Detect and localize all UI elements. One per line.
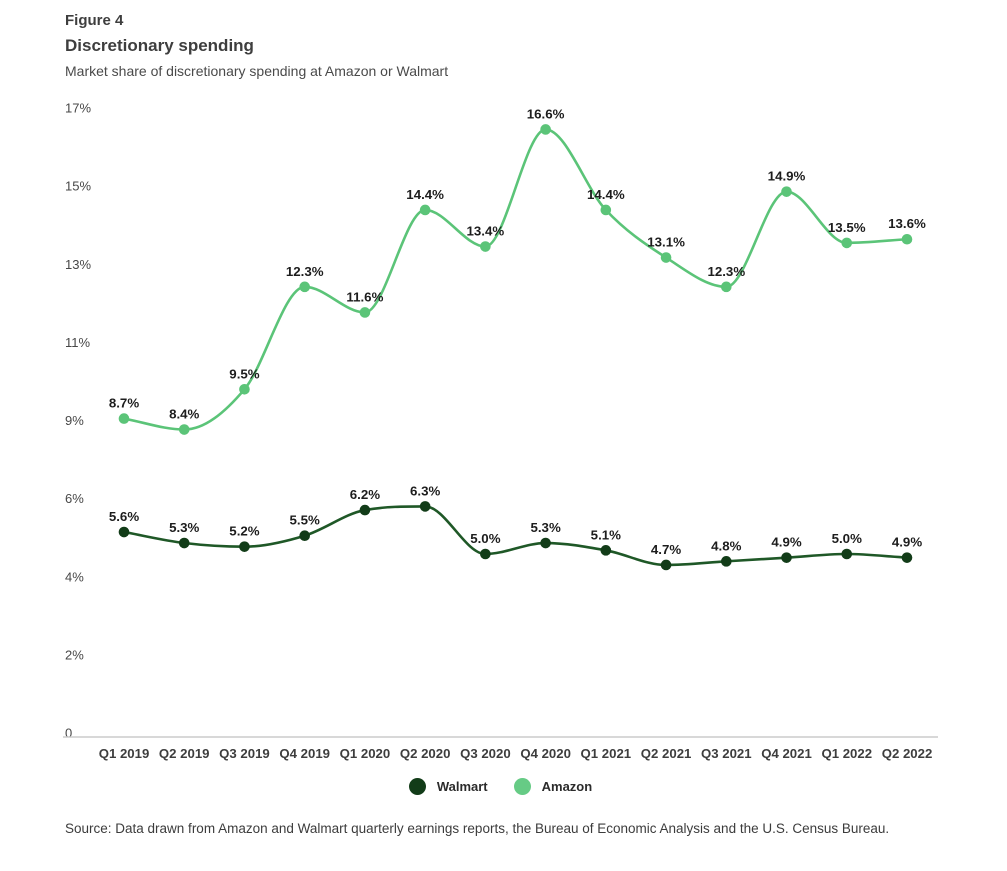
- amazon-value-label: 8.4%: [169, 407, 199, 422]
- x-tick-label: Q2 2020: [400, 746, 451, 761]
- amazon-value-label: 12.3%: [286, 264, 324, 279]
- source-text: Source: Data drawn from Amazon and Walma…: [65, 821, 890, 836]
- chart-subtitle: Market share of discretionary spending a…: [65, 63, 449, 80]
- walmart-point: [480, 548, 491, 560]
- y-tick-label: 17%: [65, 101, 91, 116]
- walmart-point: [901, 552, 913, 563]
- walmart-point: [118, 526, 130, 538]
- amazon-value-label: 11.6%: [346, 289, 383, 304]
- amazon-value-label: 16.6%: [527, 106, 565, 121]
- y-tick-label: 2%: [65, 647, 84, 662]
- amazon-value-label: 8.7%: [109, 396, 139, 411]
- amazon-point: [299, 281, 310, 293]
- y-tick-label: 0: [65, 726, 72, 741]
- x-tick-label: Q1 2020: [340, 746, 391, 761]
- y-tick-label: 15%: [65, 179, 91, 194]
- walmart-value-label: 5.0%: [470, 531, 500, 546]
- x-tick-label: Q2 2021: [641, 746, 692, 761]
- amazon-value-label: 9.5%: [229, 366, 259, 381]
- amazon-point: [118, 413, 130, 424]
- chart-title: Discretionary spending: [65, 36, 254, 55]
- amazon-point: [419, 204, 431, 216]
- amazon-point: [600, 204, 612, 216]
- figure-label: Figure 4: [65, 12, 124, 29]
- y-tick-label: 4%: [65, 569, 84, 584]
- walmart-value-label: 4.8%: [711, 538, 741, 553]
- walmart-point: [359, 504, 371, 516]
- amazon-line: [122, 128, 909, 431]
- amazon-point: [178, 424, 190, 435]
- amazon-value-label: 14.4%: [406, 187, 444, 202]
- amazon-point: [540, 124, 551, 135]
- walmart-point: [419, 501, 431, 512]
- walmart-point: [239, 541, 250, 552]
- legend: Walmart Amazon: [63, 771, 938, 801]
- legend-item-amazon: Amazon: [513, 777, 593, 795]
- x-tick-label: Q3 2019: [219, 746, 270, 761]
- walmart-value-label: 6.2%: [350, 487, 380, 502]
- amazon-value-label: 14.4%: [587, 187, 625, 202]
- amazon-point: [841, 237, 853, 249]
- x-tick-label: Q3 2020: [460, 746, 511, 761]
- x-tick-label: Q3 2021: [701, 746, 752, 761]
- amazon-point: [359, 307, 371, 318]
- x-tick-label: Q2 2022: [882, 746, 933, 761]
- amazon-value-label: 12.3%: [707, 264, 745, 279]
- walmart-point: [721, 556, 732, 567]
- chart-header: Figure 4 Discretionary spending Market s…: [65, 12, 448, 80]
- walmart-point: [178, 537, 190, 549]
- x-tick-label: Q1 2022: [821, 746, 872, 761]
- y-tick-label: 11%: [65, 335, 90, 350]
- legend-label: Walmart: [436, 778, 488, 794]
- x-tick-label: Q1 2021: [581, 746, 632, 761]
- y-tick-label: 9%: [65, 413, 84, 428]
- walmart-value-label: 5.5%: [290, 513, 320, 528]
- walmart-value-label: 5.6%: [109, 509, 139, 524]
- walmart-line: [122, 505, 909, 567]
- walmart-point: [660, 559, 672, 571]
- amazon-value-label: 13.6%: [888, 216, 926, 231]
- legend-label: Amazon: [541, 778, 593, 794]
- walmart-value-label: 5.3%: [169, 520, 199, 535]
- x-tick-label: Q1 2019: [99, 746, 150, 761]
- walmart-value-label: 4.9%: [892, 535, 922, 550]
- amazon-point: [901, 233, 913, 245]
- amazon-point: [239, 384, 250, 395]
- x-tick-label: Q2 2019: [159, 746, 210, 761]
- amazon-point: [660, 252, 672, 263]
- x-tick-label: Q4 2019: [279, 746, 330, 761]
- amazon-value-label: 13.5%: [828, 220, 866, 235]
- x-tick-label: Q4 2020: [520, 746, 571, 761]
- amazon-point: [781, 186, 792, 197]
- walmart-point: [600, 545, 612, 556]
- amazon-point: [480, 241, 491, 252]
- legend-dot-walmart: [408, 777, 426, 795]
- walmart-value-label: 5.1%: [591, 527, 621, 542]
- walmart-point: [540, 537, 551, 549]
- walmart-point: [841, 548, 853, 560]
- y-tick-label: 13%: [65, 257, 91, 272]
- walmart-value-label: 4.7%: [651, 542, 681, 557]
- legend-dot-amazon: [513, 777, 531, 795]
- walmart-value-label: 6.3%: [410, 483, 440, 498]
- amazon-value-label: 14.9%: [768, 169, 806, 184]
- walmart-value-label: 5.0%: [832, 531, 862, 546]
- walmart-value-label: 4.9%: [771, 535, 801, 550]
- amazon-value-label: 13.1%: [647, 235, 685, 250]
- walmart-point: [781, 552, 792, 563]
- walmart-value-label: 5.2%: [229, 524, 259, 539]
- line-chart-svg: 0 2% 4% 6% 9% 11% 13% 15% 17% Q1 2019 Q2 2019 Q3 20…: [63, 101, 938, 761]
- y-tick-label: 6%: [65, 491, 84, 506]
- walmart-value-label: 5.3%: [530, 520, 560, 535]
- legend-item-walmart: Walmart: [408, 777, 488, 795]
- walmart-point: [299, 530, 310, 541]
- x-tick-label: Q4 2021: [761, 746, 812, 761]
- amazon-value-label: 13.4%: [467, 224, 505, 239]
- amazon-point: [721, 281, 732, 293]
